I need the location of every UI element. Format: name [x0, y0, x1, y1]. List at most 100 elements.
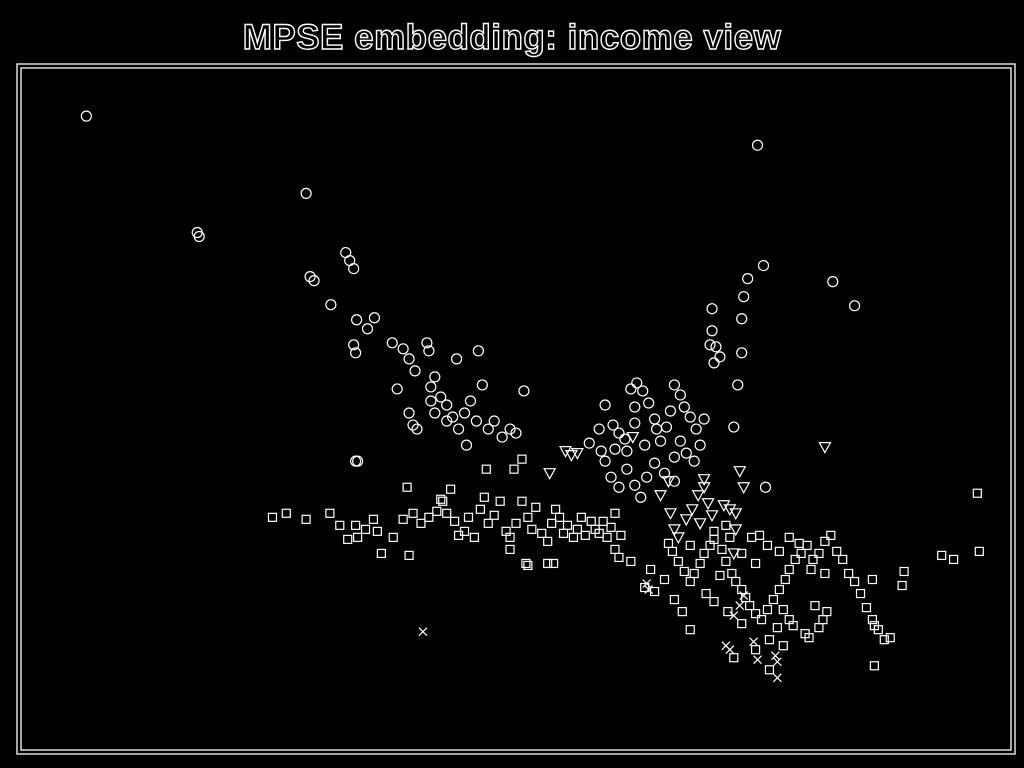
scatter-point-square-35: [517, 496, 527, 506]
scatter-point-circle-67: [698, 413, 710, 425]
scatter-point-square-106: [861, 602, 872, 613]
scatter-point-circle-5: [308, 275, 320, 287]
scatter-point-square-98: [814, 548, 824, 559]
scatter-point-triangle-down-25: [697, 474, 711, 486]
scatter-point-circle-70: [680, 447, 692, 459]
scatter-point-square-102: [838, 554, 848, 565]
scatter-point-circle-10: [361, 323, 374, 335]
scatter-point-triangle-down-20: [663, 508, 677, 521]
scatter-point-square-59: [509, 464, 519, 474]
scatter-point-square-56: [610, 508, 620, 518]
scatter-point-circle-24: [391, 383, 403, 395]
scatter-point-triangle-down-23: [733, 466, 747, 478]
scatter-point-square-118: [822, 606, 832, 617]
scatter-point-square-119: [814, 623, 824, 633]
scatter-point-square-47: [572, 524, 582, 534]
scatter-point-triangle-down-8: [729, 508, 743, 521]
scatter-point-square-95: [796, 548, 806, 559]
scatter-point-square-63: [505, 544, 515, 555]
scatter-point-triangle-down-3: [543, 468, 557, 480]
scatter-point-square-49: [580, 530, 590, 540]
scatter-point-triangle-down-18: [667, 524, 681, 537]
scatter-point-square-43: [554, 512, 565, 522]
scatter-point-square-48: [576, 512, 586, 522]
scatter-point-square-146: [820, 568, 830, 579]
scatter-point-circle-91: [757, 259, 770, 272]
scatter-point-circle-25: [403, 407, 415, 419]
scatter-point-square-152: [715, 570, 725, 581]
scatter-point-square-7: [351, 520, 361, 530]
scatter-point-square-12: [388, 532, 398, 542]
scatter-point-circle-26: [411, 423, 423, 435]
scatter-point-square-18: [402, 482, 412, 492]
scatter-point-circle-106: [759, 481, 772, 493]
scatter-point-square-138: [721, 520, 731, 530]
scatter-point-triangle-down-7: [723, 504, 737, 517]
scatter-point-square-50: [586, 516, 596, 526]
scatter-point-square-38: [531, 502, 541, 512]
scatter-point-square-88: [756, 615, 767, 625]
scatter-point-circle-72: [639, 439, 651, 451]
scatter-point-circle-32: [452, 423, 465, 435]
scatter-point-square-16: [416, 518, 426, 528]
scatter-point-square-37: [527, 524, 537, 534]
scatter-point-circle-49: [607, 419, 619, 431]
scatter-point-square-89: [762, 604, 773, 615]
scatter-point-square-93: [784, 564, 794, 575]
scatter-point-x-10: [729, 611, 739, 621]
scatter-point-square-156: [640, 582, 650, 593]
scatter-point-square-154: [869, 621, 879, 631]
scatter-point-square-42: [550, 504, 561, 514]
scatter-point-circle-29: [435, 391, 447, 403]
scatter-point-triangle-down-9: [729, 524, 743, 537]
scatter-point-circle-47: [460, 439, 473, 451]
scatter-point-circle-89: [595, 445, 607, 457]
scatter-point-square-80: [717, 544, 727, 555]
scatter-point-circle-64: [684, 411, 696, 423]
scatter-point-circle-37: [482, 423, 494, 435]
scatter-point-square-30: [489, 510, 499, 520]
scatter-point-circle-43: [441, 415, 453, 427]
scatter-point-triangle-down-11: [697, 482, 711, 494]
scatter-point-circle-20: [423, 345, 435, 357]
scatter-point-circle-46: [407, 419, 419, 431]
scatter-point-triangle-down-17: [671, 532, 685, 545]
scatter-point-square-81: [721, 556, 731, 567]
scatter-point-square-124: [764, 635, 775, 645]
scatter-point-square-133: [659, 574, 670, 585]
scatter-point-square-27: [475, 504, 485, 514]
scatter-point-triangle-down-16: [691, 490, 705, 502]
scatter-point-circle-93: [848, 300, 861, 312]
scatter-point-square-54: [602, 532, 612, 542]
scatter-point-square-116: [972, 488, 982, 498]
scatter-point-square-44: [558, 528, 569, 538]
scatter-point-triangle-down-19: [679, 514, 693, 527]
scatter-point-square-73: [679, 566, 689, 577]
scatter-point-circle-4: [304, 271, 316, 283]
scatter-point-x-9: [749, 637, 759, 647]
scatter-point-circle-1: [300, 187, 312, 199]
scatter-point-circle-39: [496, 431, 508, 443]
scatter-point-square-147: [750, 558, 761, 569]
scatter-point-square-61: [438, 496, 448, 506]
scatter-point-circle-66: [694, 439, 706, 451]
scatter-point-square-8: [360, 524, 371, 534]
scatter-point-circle-11: [351, 314, 363, 326]
scatter-point-circle-36: [476, 379, 488, 391]
scatter-point-square-151: [788, 621, 798, 631]
scatter-point-square-103: [844, 568, 854, 579]
scatter-point-triangle-down-6: [717, 500, 731, 513]
scatter-point-square-29: [483, 518, 493, 528]
scatter-point-square-143: [784, 532, 794, 542]
scatter-point-square-2: [301, 514, 311, 524]
scatter-point-circle-71: [688, 455, 700, 467]
scatter-point-square-0: [267, 512, 278, 522]
scatter-point-triangle-down-10: [727, 548, 741, 561]
scatter-point-circle-23: [472, 345, 484, 357]
scatter-point-square-6: [353, 532, 363, 542]
scatter-point-circle-85: [650, 423, 663, 435]
scatter-point-square-121: [818, 615, 828, 625]
scatter-point-square-149: [725, 532, 735, 542]
scatter-point-circle-12: [368, 312, 381, 324]
scatter-point-circle-55: [637, 385, 649, 397]
